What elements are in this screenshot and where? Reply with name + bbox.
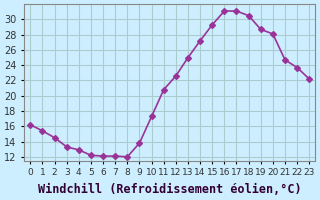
X-axis label: Windchill (Refroidissement éolien,°C): Windchill (Refroidissement éolien,°C): [38, 183, 302, 196]
